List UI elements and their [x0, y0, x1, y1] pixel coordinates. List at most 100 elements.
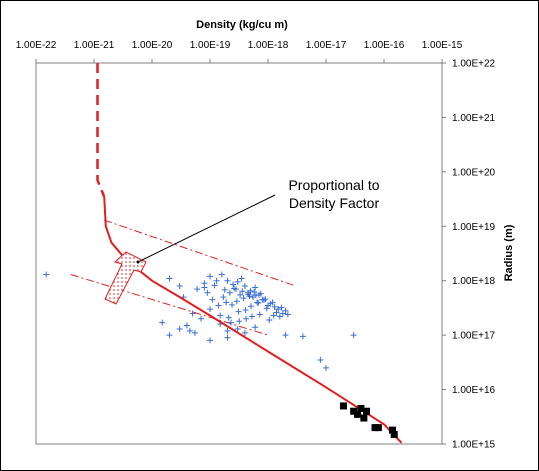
data-point-plus: [299, 333, 306, 340]
x-axis-label: Density (kg/cu m): [196, 19, 288, 31]
data-point-plus: [241, 329, 248, 336]
density-factor-arrow: [104, 251, 147, 305]
data-point-plus: [240, 295, 247, 302]
data-point-square: [360, 414, 368, 422]
data-point-square: [357, 404, 365, 412]
data-point-plus: [166, 332, 173, 339]
data-point-plus: [207, 273, 213, 280]
plot-area: [35, 62, 443, 445]
data-point-plus: [234, 325, 241, 332]
bound-line-dash-dot: [104, 219, 296, 287]
annotation-leader-line: [137, 194, 276, 263]
data-point-plus: [260, 297, 267, 304]
data-point-plus: [234, 278, 241, 285]
series-layer: [43, 63, 403, 444]
data-point-plus: [248, 303, 255, 310]
data-point-plus: [282, 332, 289, 339]
x-tick-label: 1.00E-20: [132, 40, 173, 51]
data-point-square: [363, 407, 371, 415]
data-point-square: [354, 410, 362, 418]
data-point-plus: [227, 319, 234, 326]
data-point-plus: [323, 364, 329, 371]
x-tick-label: 1.00E-22: [16, 40, 57, 51]
data-point-plus: [209, 296, 216, 303]
data-point-plus: [252, 324, 259, 331]
y-tick-label: 1.00E+15: [452, 440, 496, 451]
data-point-plus: [218, 271, 225, 278]
data-point-plus: [176, 282, 183, 289]
trend-line-solid: [103, 196, 403, 444]
data-point-plus: [236, 318, 243, 325]
data-point-plus: [183, 322, 190, 329]
data-point-plus: [242, 306, 249, 313]
data-point-plus: [176, 325, 183, 332]
data-point-plus: [213, 277, 220, 284]
data-point-plus: [201, 284, 208, 291]
data-point-plus: [251, 289, 258, 296]
data-point-plus: [252, 284, 259, 291]
annotation-line-2: Density Factor: [289, 195, 380, 211]
y-tick-label: 1.00E+22: [452, 59, 496, 70]
data-point-plus: [350, 332, 357, 339]
data-point-plus: [235, 308, 242, 315]
data-point-plus: [204, 289, 211, 296]
y-tick-label: 1.00E+16: [452, 385, 496, 396]
x-tick-label: 1.00E-21: [74, 40, 115, 51]
data-point-square: [350, 407, 358, 415]
data-point-plus: [217, 312, 224, 319]
data-point-plus: [231, 285, 238, 292]
data-point-plus: [215, 302, 222, 309]
data-point-square: [388, 426, 396, 434]
annotation-line-1: Proportional to: [288, 177, 379, 193]
data-point-plus: [279, 310, 286, 317]
data-point-plus: [254, 299, 261, 306]
data-point-plus: [224, 277, 231, 284]
data-point-plus: [249, 294, 256, 301]
data-point-plus: [255, 299, 262, 306]
data-point-plus: [278, 304, 285, 311]
annotation: Proportional to Density Factor: [136, 177, 380, 264]
bound-line-dash-dot: [70, 274, 269, 336]
data-point-plus: [223, 299, 230, 306]
data-point-square: [390, 430, 398, 438]
data-point-plus: [245, 291, 252, 298]
data-point-plus: [239, 288, 246, 295]
x-tick-label: 1.00E-17: [306, 40, 347, 51]
y-tick-label: 1.00E+21: [452, 113, 496, 124]
y-tick-label: 1.00E+18: [452, 276, 496, 287]
y-tick-label: 1.00E+17: [452, 331, 496, 342]
data-point-plus: [252, 292, 259, 299]
annotation-pointer-dot: [136, 260, 140, 264]
data-point-plus: [263, 305, 270, 312]
data-point-plus: [273, 309, 280, 316]
x-tick-label: 1.00E-19: [190, 40, 231, 51]
data-point-plus: [256, 311, 263, 318]
y-tick-label: 1.00E+20: [452, 167, 496, 178]
data-point-square: [374, 424, 382, 432]
x-axis: 1.00E-22 1.00E-21 1.00E-20 1.00E-19 1.00E-18…: [16, 40, 463, 63]
data-point-plus: [241, 282, 248, 289]
data-point-plus: [282, 307, 289, 314]
data-point-plus: [238, 275, 245, 282]
data-point-plus: [207, 337, 213, 344]
data-point-plus: [189, 310, 196, 317]
data-point-plus: [186, 327, 193, 334]
x-tick-label: 1.00E-16: [364, 40, 405, 51]
data-point-plus: [237, 291, 244, 298]
data-point-plus: [317, 356, 324, 363]
y-axis: 1.00E+22 1.00E+21 1.00E+20 1.00E+19 1.00E+18…: [442, 59, 496, 451]
data-point-plus: [276, 313, 283, 320]
data-point-plus: [198, 315, 205, 322]
data-point-plus: [194, 286, 201, 293]
data-point-plus: [243, 315, 250, 322]
data-point-plus: [230, 281, 237, 288]
data-point-square: [339, 402, 347, 410]
data-point-plus: [159, 319, 166, 326]
data-point-plus: [270, 312, 277, 319]
data-point-plus: [225, 314, 232, 321]
y-axis-label: Radius (m): [503, 224, 515, 281]
x-tick-label: 1.00E-18: [248, 40, 289, 51]
data-point-plus: [262, 296, 269, 303]
data-point-plus: [257, 290, 264, 297]
